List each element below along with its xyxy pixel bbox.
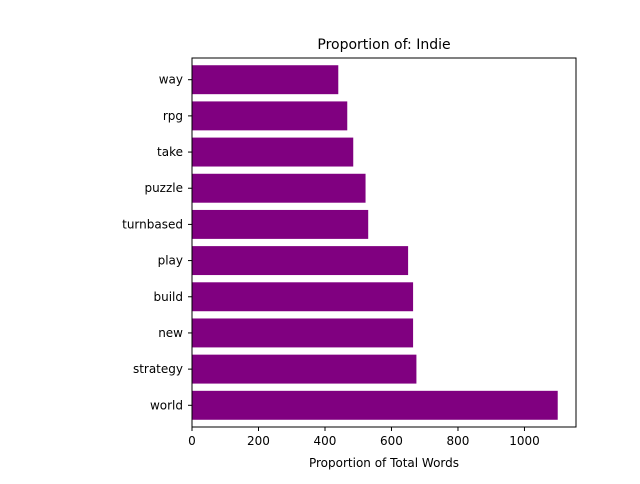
bar-world: [192, 390, 558, 420]
y-tick-label: strategy: [133, 362, 183, 376]
y-tick-label: world: [150, 398, 183, 412]
bar-rpg: [192, 101, 348, 131]
x-tick-label: 1000: [509, 434, 540, 448]
y-tick-label: take: [157, 145, 183, 159]
chart-title: Proportion of: Indie: [317, 37, 450, 53]
x-tick-label: 0: [188, 434, 196, 448]
bars-layer: [192, 65, 558, 420]
x-tick-label: 600: [380, 434, 403, 448]
bar-strategy: [192, 354, 417, 384]
bar-play: [192, 246, 409, 276]
ticks-layer: world strategy new build play turnbased puzzle…: [122, 73, 540, 448]
bar-turnbased: [192, 209, 369, 239]
bar-take: [192, 137, 354, 167]
x-tick-label: 200: [247, 434, 270, 448]
x-tick-label: 400: [314, 434, 337, 448]
bar-way: [192, 65, 339, 95]
x-axis-label: Proportion of Total Words: [309, 456, 459, 470]
bar-build: [192, 282, 414, 312]
y-tick-label: rpg: [163, 109, 183, 123]
plot-frame: [191, 57, 577, 428]
y-tick-label: puzzle: [144, 181, 183, 195]
y-tick-label: new: [158, 326, 183, 340]
y-tick-label: build: [153, 290, 183, 304]
y-tick-label: way: [159, 73, 183, 87]
bar-new: [192, 318, 414, 348]
y-tick-label: turnbased: [122, 217, 183, 231]
y-tick-label: play: [158, 254, 183, 268]
x-tick-label: 800: [447, 434, 470, 448]
bar-puzzle: [192, 173, 366, 203]
